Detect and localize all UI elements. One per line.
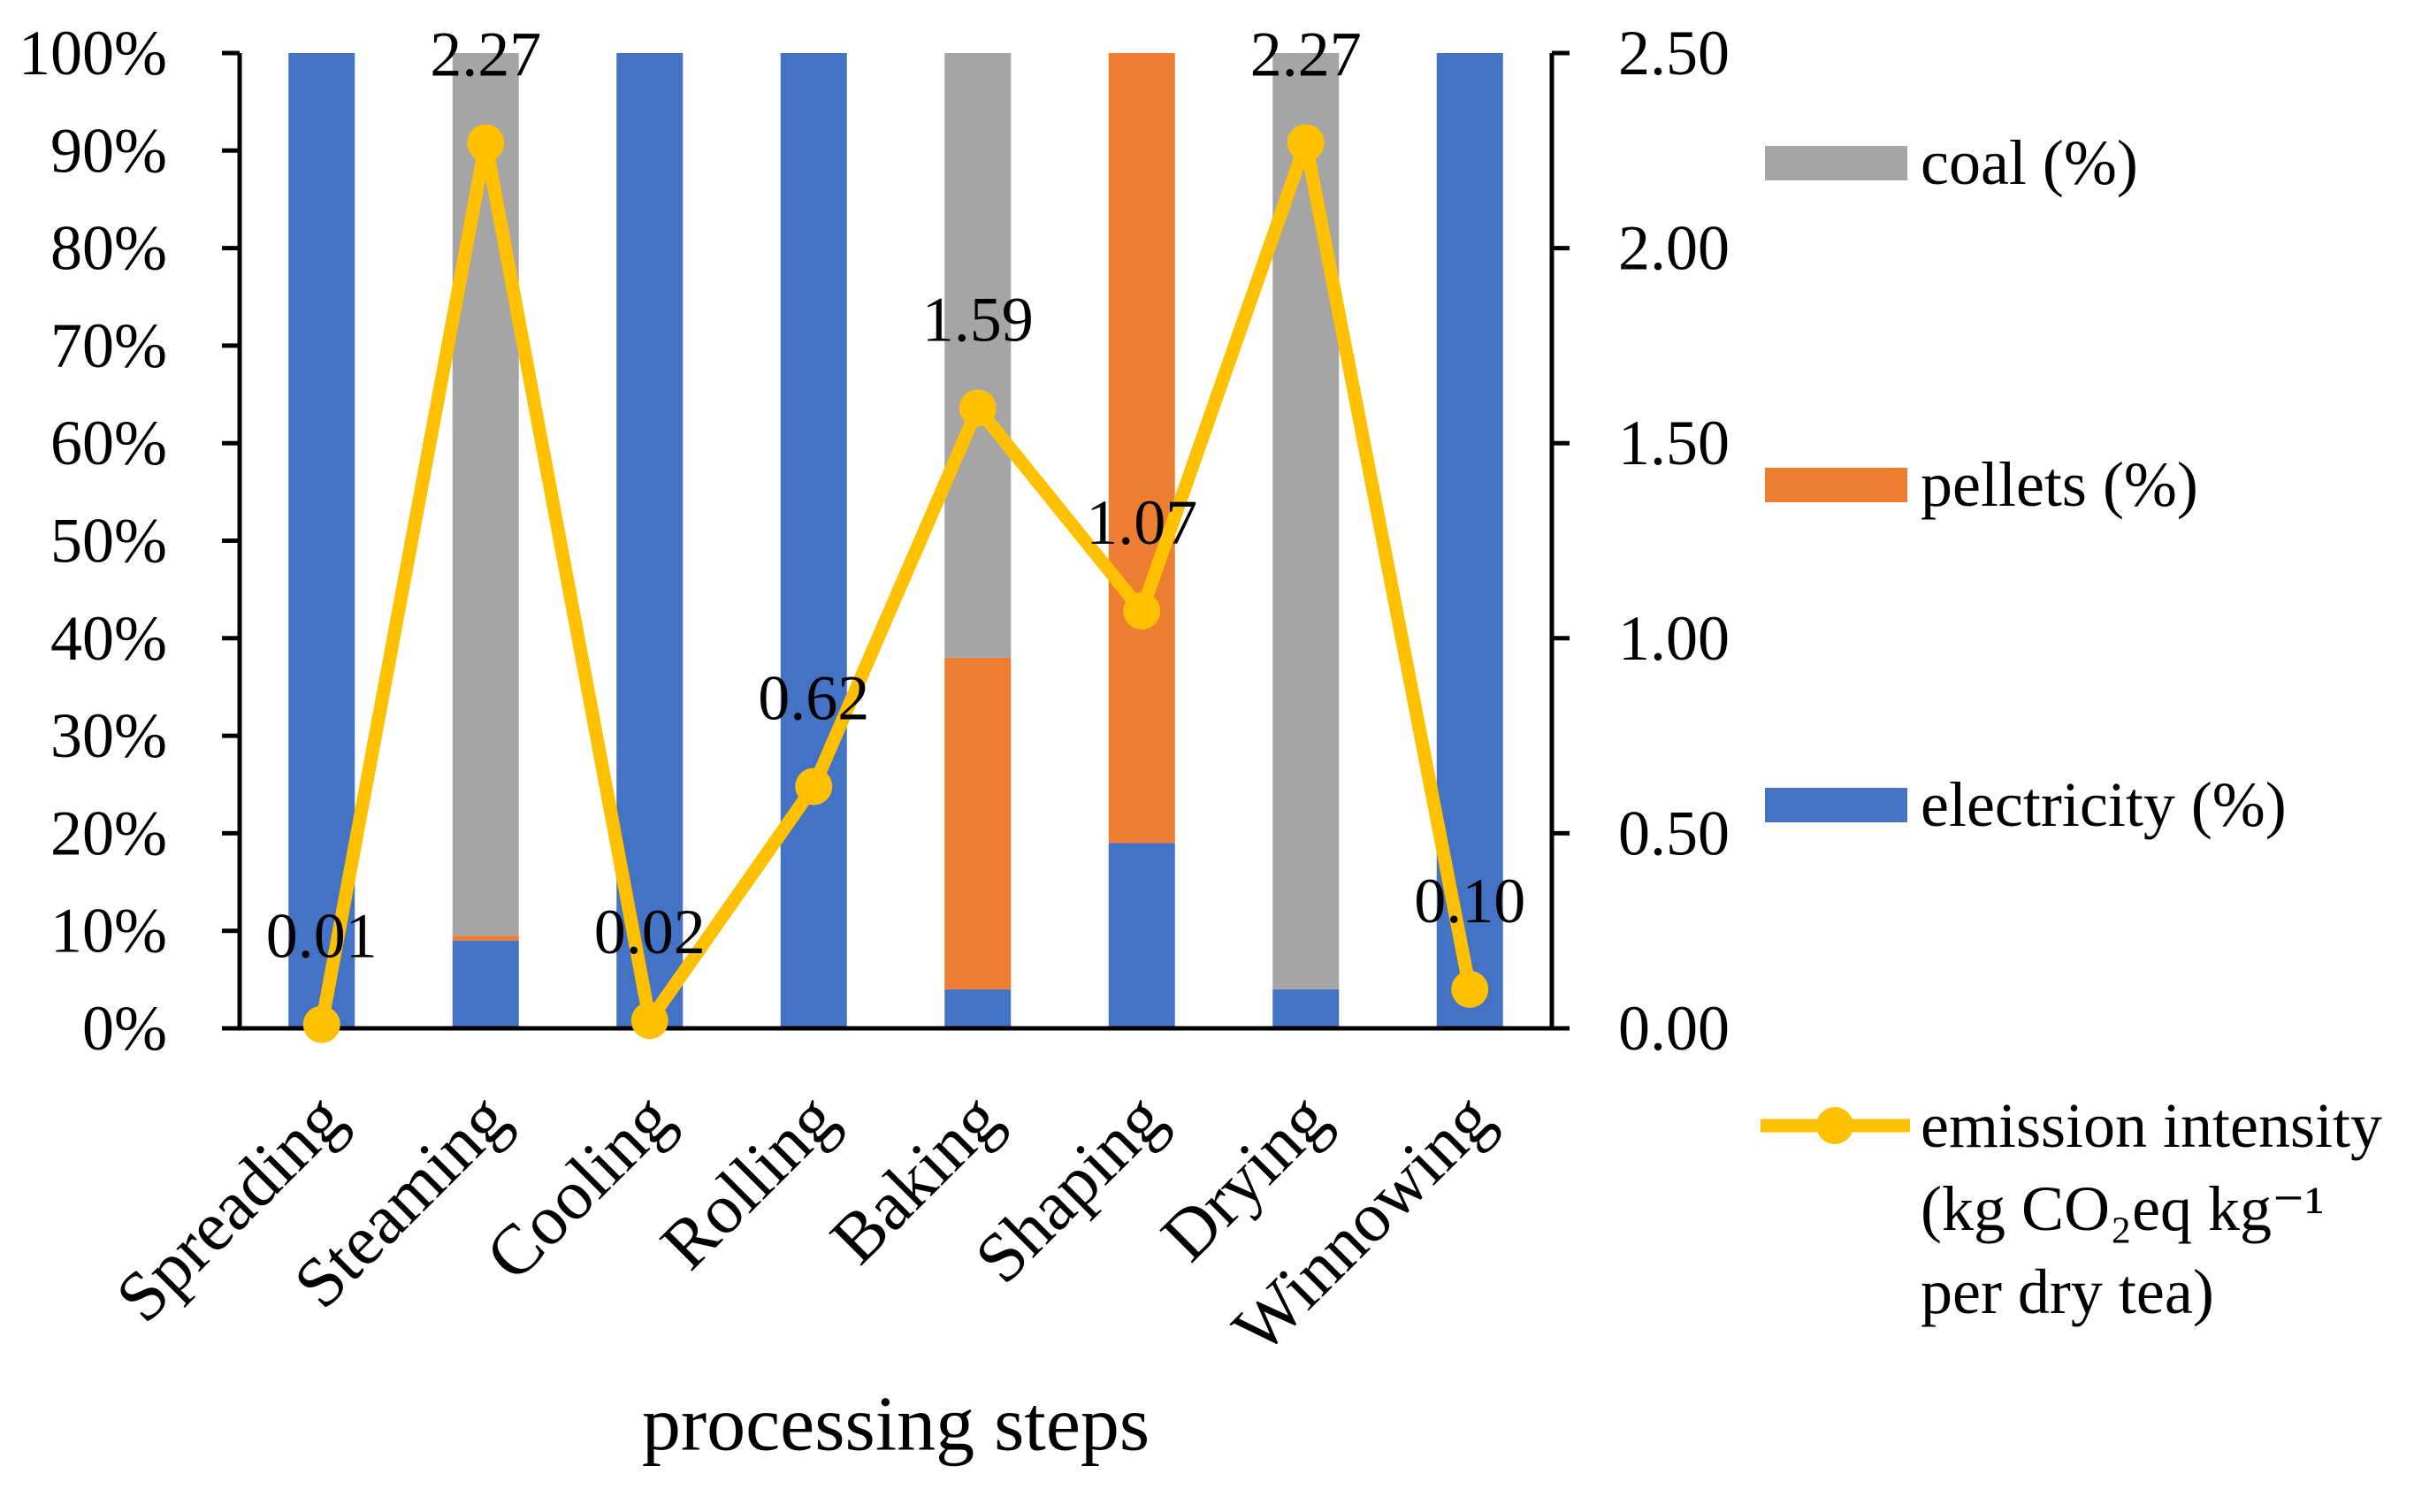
x-axis-label-rolling: Rolling	[646, 1080, 852, 1285]
legend-marker-emission-intensity	[1816, 1107, 1853, 1144]
bar-coal-steaming	[452, 53, 519, 936]
legend-item-electricity: electricity (%)	[1765, 769, 2287, 840]
right-axis-tick-label: 0.00	[1618, 993, 1730, 1064]
emission-intensity-data-label-shaping: 1.07	[1086, 487, 1197, 558]
bar-electricity-steaming	[452, 940, 519, 1028]
bar-pellets-baking	[944, 657, 1012, 989]
bar-pellets-shaping	[1108, 53, 1175, 844]
right-axis-tick-label: 0.50	[1618, 798, 1730, 868]
emission-intensity-data-label-spreading: 0.01	[266, 901, 378, 972]
left-axis-tick-label: 90%	[50, 115, 167, 186]
left-axis-tick-label: 80%	[50, 213, 167, 284]
legend-label-electricity: electricity (%)	[1921, 769, 2287, 840]
right-axis-tick-label: 2.50	[1618, 18, 1730, 88]
emission-intensity-data-label-winnowing: 0.10	[1414, 866, 1525, 936]
emission-intensity-marker-baking	[959, 389, 997, 427]
legend-item-pellets: pellets (%)	[1765, 449, 2198, 520]
right-axis-tick-label: 1.00	[1618, 603, 1730, 674]
x-axis-label-shaping: Shaping	[960, 1080, 1180, 1299]
emission-intensity-marker-drying	[1287, 124, 1325, 162]
emission-intensity-marker-winnowing	[1451, 970, 1489, 1008]
left-axis-tick-label: 50%	[50, 506, 167, 577]
x-axis-label-cooling: Cooling	[471, 1080, 688, 1296]
emission-intensity-data-label-cooling: 0.02	[594, 897, 706, 967]
left-axis-tick-label: 100%	[19, 18, 167, 88]
x-axis-title: processing steps	[642, 1382, 1150, 1468]
emission-intensity-series	[302, 124, 1489, 1043]
bar-pellets-steaming	[452, 935, 519, 941]
bar-electricity-shaping	[1108, 843, 1175, 1028]
bar-coal-baking	[944, 53, 1012, 658]
emission-intensity-marker-spreading	[302, 1005, 340, 1043]
legend-swatch-pellets	[1765, 468, 1907, 502]
left-axis-tick-label: 40%	[50, 603, 167, 674]
left-axis-tick-label: 20%	[50, 798, 167, 868]
right-axis-tick-label: 1.50	[1618, 408, 1730, 478]
bar-electricity-rolling	[780, 53, 847, 1028]
emission-intensity-line	[315, 135, 1477, 1032]
emission-intensity-marker-steaming	[467, 124, 505, 162]
left-axis-tick-label: 60%	[50, 408, 167, 478]
emission-intensity-marker-rolling	[795, 767, 833, 806]
legend-label-emission-intensity: emission intensity	[1921, 1090, 2382, 1161]
bar-electricity-spreading	[288, 53, 355, 1028]
left-axis-tick-label: 30%	[50, 700, 167, 771]
legend-label-coal: coal (%)	[1921, 127, 2138, 198]
emission-intensity-data-label-drying: 2.27	[1250, 19, 1362, 89]
stacked-bars	[288, 53, 1503, 1028]
legend-swatch-coal	[1765, 146, 1907, 180]
bar-electricity-drying	[1272, 989, 1340, 1028]
legend-item-emission-intensity: emission intensity (kg CO₂eq kg⁻¹ per dr…	[1761, 1090, 2382, 1327]
bar-electricity-baking	[944, 989, 1012, 1028]
legend-label-emission-unit-line-1: (kg CO₂eq kg⁻¹	[1921, 1173, 2325, 1244]
legend-item-coal: coal (%)	[1765, 127, 2138, 198]
emission-intensity-marker-cooling	[630, 1002, 668, 1040]
legend-label-pellets: pellets (%)	[1921, 449, 2198, 520]
emission-intensity-data-label-steaming: 2.27	[430, 19, 541, 89]
left-axis-tick-label: 70%	[50, 310, 167, 381]
left-axis-tick-label: 10%	[50, 896, 167, 966]
legend-label-emission-unit-line-2: per dry tea)	[1921, 1256, 2214, 1327]
emission-intensity-marker-shaping	[1123, 592, 1161, 630]
axes: 0% 10% 20% 30% 40% 50% 60% 70% 80% 90% 100% 0.00 0.5…	[19, 18, 1730, 1064]
emission-intensity-data-label-rolling: 0.62	[758, 662, 869, 733]
legend-swatch-electricity	[1765, 788, 1907, 822]
emission-intensity-data-label-baking: 1.59	[922, 284, 1034, 355]
legend: coal (%) pellets (%) electricity (%) emi…	[1761, 127, 2382, 1327]
right-axis-tick-label: 2.00	[1618, 213, 1730, 284]
left-axis-tick-label: 0%	[82, 993, 167, 1064]
bar-electricity-cooling	[616, 53, 684, 1028]
